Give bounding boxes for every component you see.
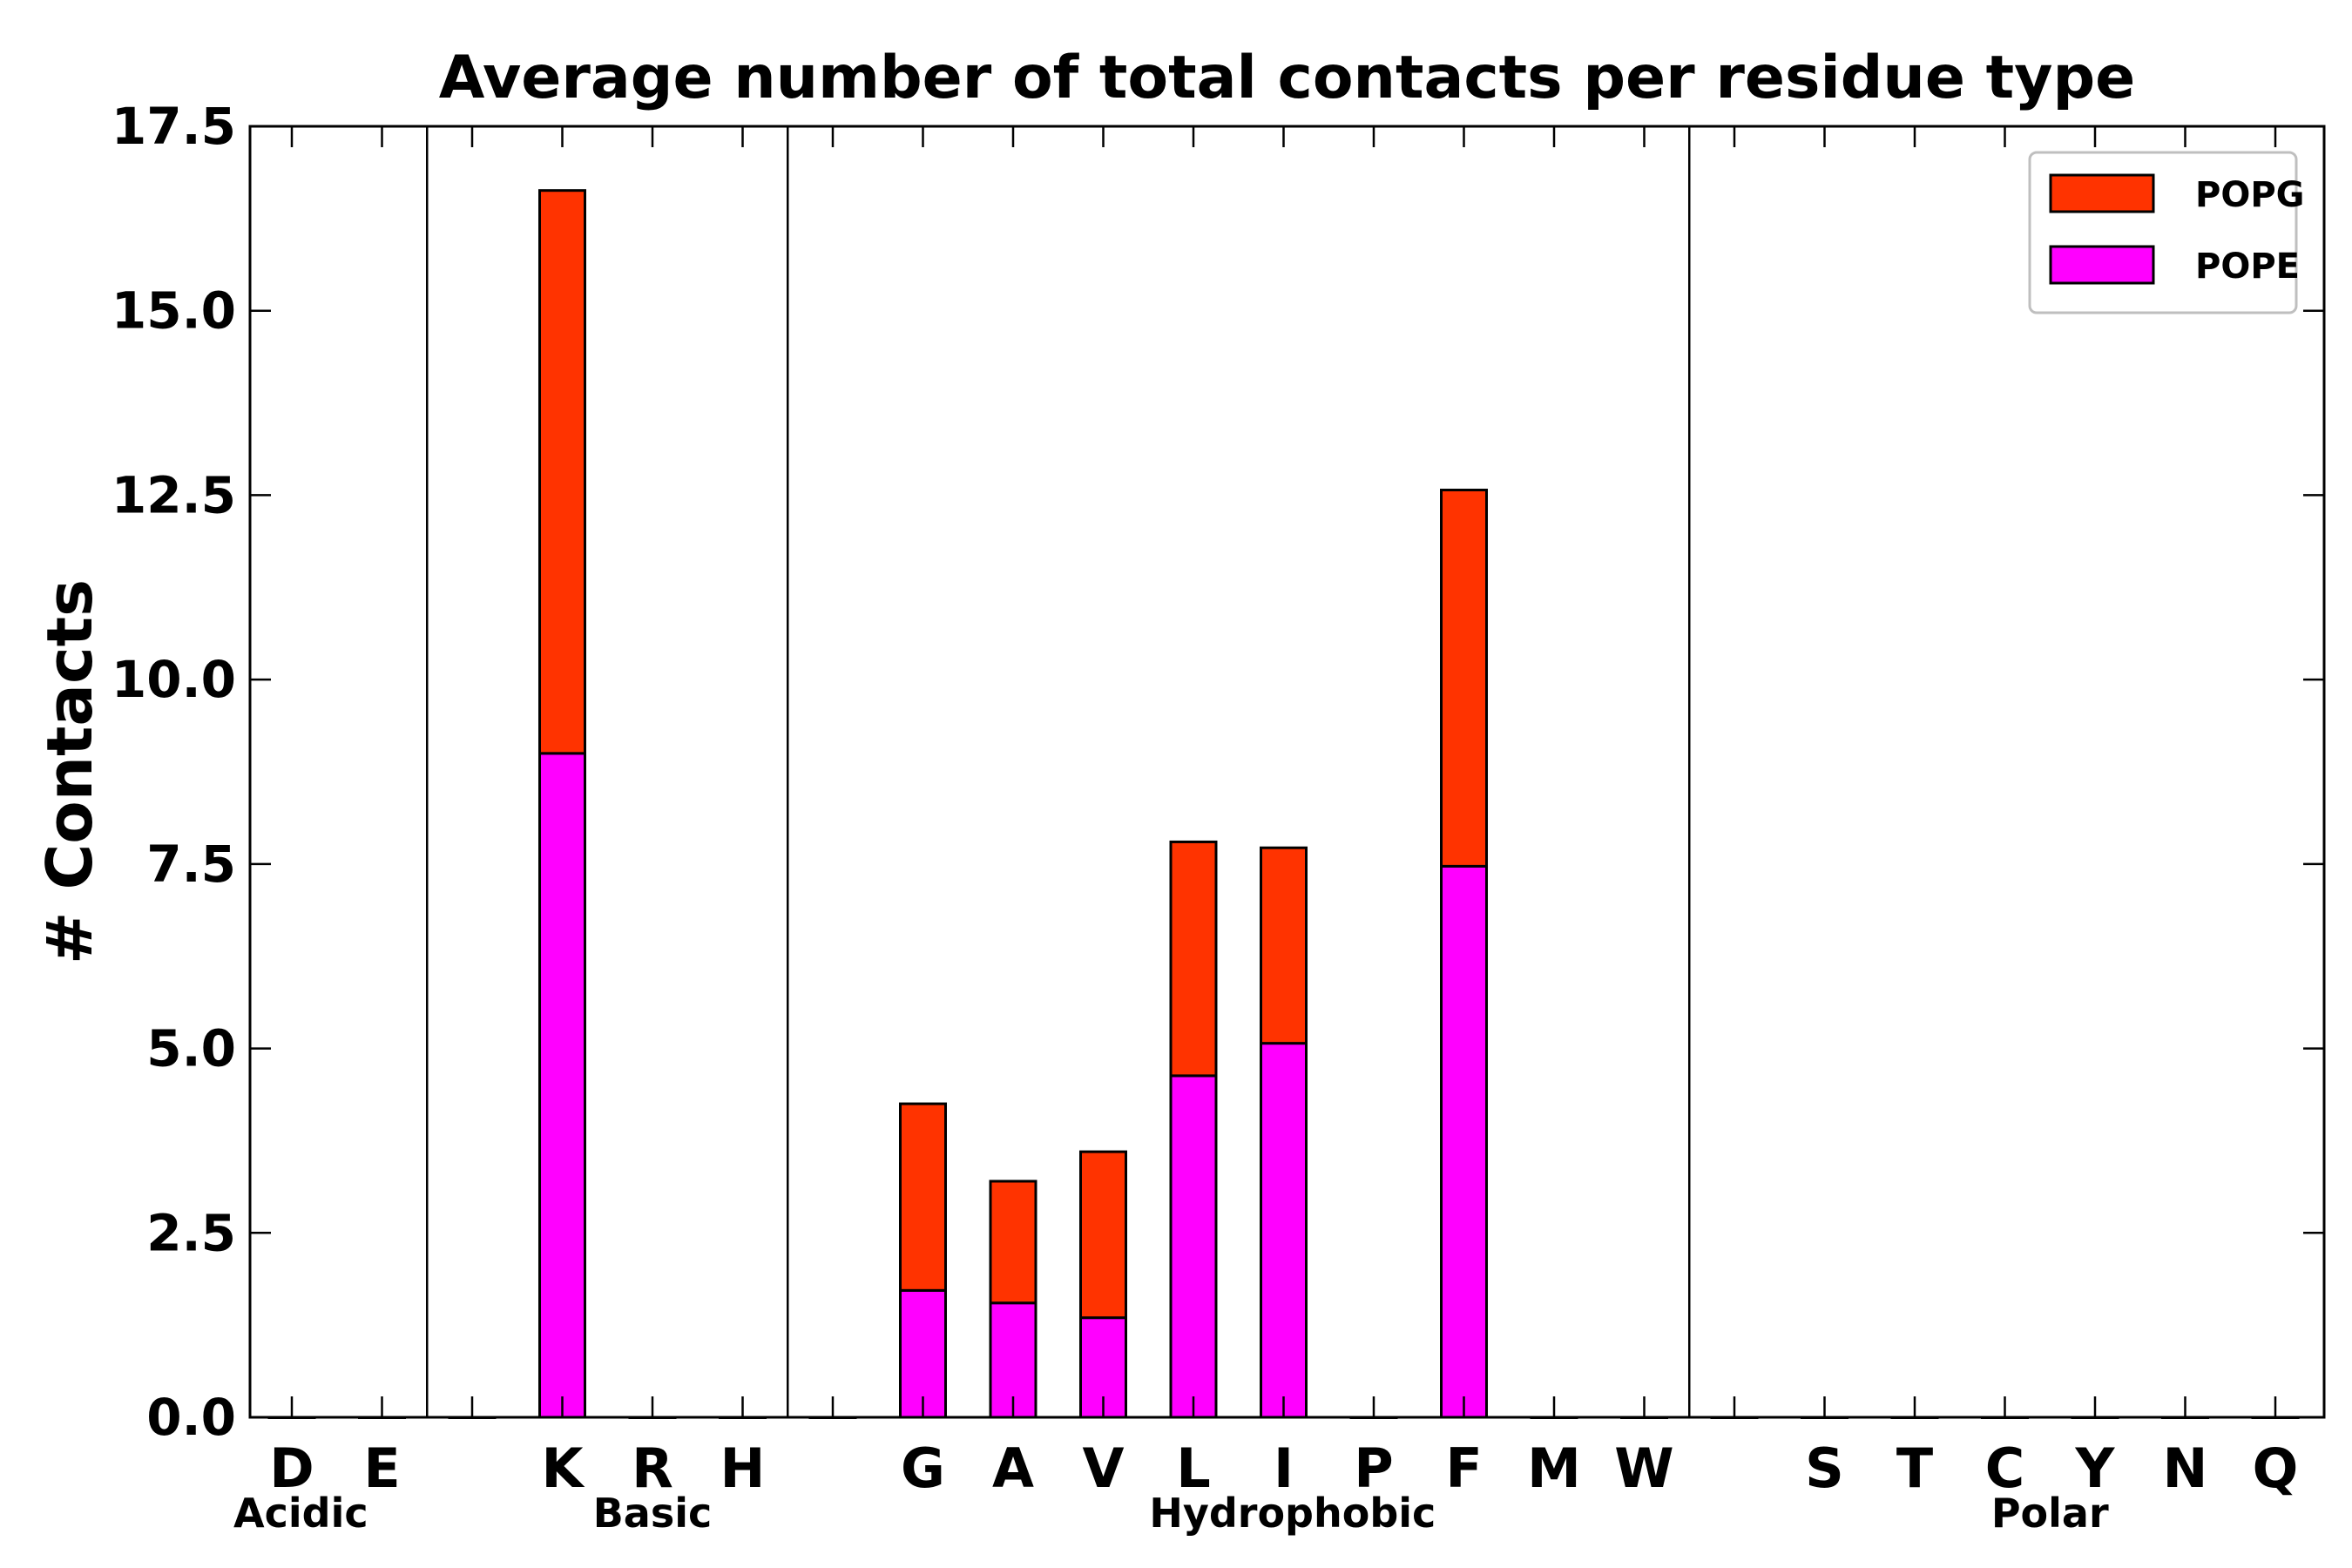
- bar-popg-a-8: [989, 1179, 1037, 1305]
- group-label-polar: Polar: [1991, 1490, 2109, 1537]
- x-tick-label-i: I: [1274, 1436, 1294, 1500]
- x-tick-label-q: Q: [2253, 1436, 2299, 1500]
- bar-pope-i-11: [1260, 1042, 1308, 1419]
- x-tick-label-s: S: [1805, 1436, 1844, 1500]
- x-tick-label-m: M: [1527, 1436, 1581, 1500]
- y-tick-label-7: 17.5: [112, 97, 236, 156]
- legend-swatch-popg: [2049, 173, 2155, 213]
- group-label-basic: Basic: [593, 1490, 713, 1537]
- y-tick-label-3: 7.5: [146, 835, 236, 894]
- chart-title: Average number of total contacts per res…: [439, 44, 2136, 112]
- x-tick-label-d: D: [269, 1436, 314, 1500]
- legend-label-popg: POPG: [2195, 175, 2304, 215]
- x-tick-label-p: P: [1354, 1436, 1393, 1500]
- x-tick-label-c: C: [1985, 1436, 2025, 1500]
- bar-pope-l-10: [1169, 1074, 1218, 1419]
- x-tick-label-n: N: [2163, 1436, 2208, 1500]
- y-tick-label-2: 5.0: [146, 1019, 236, 1078]
- x-tick-label-w: W: [1614, 1436, 1673, 1500]
- bar-popg-g-7: [899, 1102, 947, 1292]
- x-tick-label-g: G: [901, 1436, 945, 1500]
- bar-pope-k-3: [538, 752, 586, 1419]
- x-tick-label-e: E: [363, 1436, 400, 1500]
- x-tick-label-v: V: [1083, 1436, 1125, 1500]
- y-tick-label-4: 10.0: [112, 650, 236, 709]
- y-tick-label-6: 15.0: [112, 281, 236, 341]
- axes-frame: [248, 125, 2326, 1419]
- y-tick-label-0: 0.0: [146, 1388, 236, 1447]
- x-tick-label-f: F: [1445, 1436, 1482, 1500]
- x-tick-label-t: T: [1896, 1436, 1933, 1500]
- legend-swatch-pope: [2049, 245, 2155, 285]
- x-tick-label-y: Y: [2075, 1436, 2116, 1500]
- legend: POPG POPE: [2028, 151, 2304, 314]
- x-tick-label-h: H: [720, 1436, 766, 1500]
- bar-popg-v-9: [1079, 1150, 1127, 1320]
- x-tick-label-r: R: [632, 1436, 673, 1500]
- bar-popg-k-3: [538, 189, 586, 755]
- group-label-acidic: Acidic: [233, 1490, 368, 1537]
- bar-popg-l-10: [1169, 840, 1218, 1078]
- bar-pope-g-7: [899, 1288, 947, 1419]
- x-tick-label-k: K: [541, 1436, 585, 1500]
- x-tick-label-a: A: [992, 1436, 1034, 1500]
- group-label-hydrophobic: Hydrophobic: [1149, 1490, 1436, 1537]
- bar-popg-i-11: [1260, 846, 1308, 1045]
- y-tick-label-1: 2.5: [146, 1203, 236, 1262]
- y-axis-label: # Contacts: [33, 579, 106, 964]
- plot-area: 0.0 2.5 5.0 7.5 10.0 12.5 15.0 17.5 D E K R H G A V L I P F…: [112, 97, 2326, 1537]
- legend-label-pope: POPE: [2195, 247, 2300, 287]
- bar-popg-f-13: [1440, 489, 1488, 868]
- bar-pope-f-13: [1440, 864, 1488, 1419]
- x-tick-label-l: L: [1176, 1436, 1211, 1500]
- y-tick-label-5: 12.5: [112, 465, 236, 524]
